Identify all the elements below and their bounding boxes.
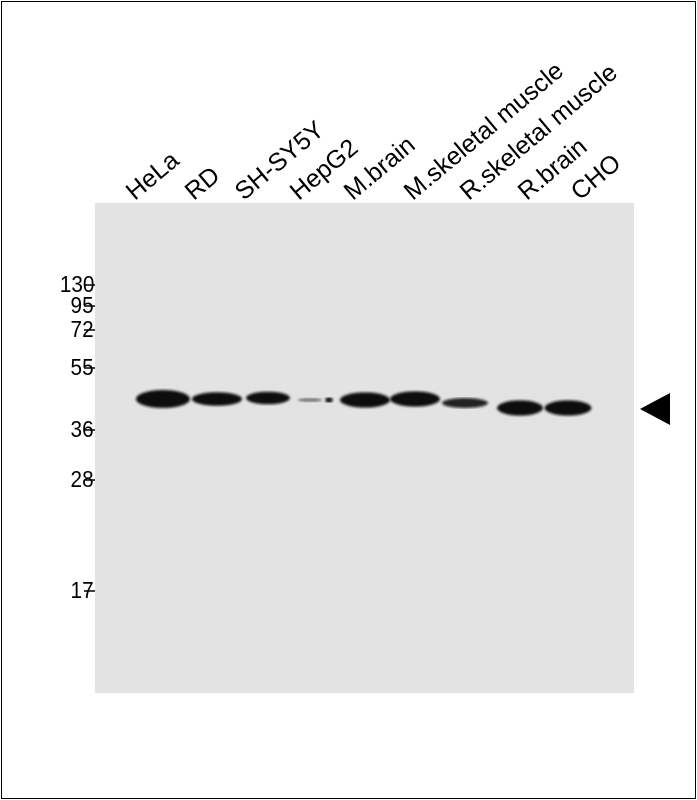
mw-marker-label: 55: [70, 354, 94, 380]
arrow-icon: [640, 393, 670, 425]
band: [340, 392, 390, 408]
band: [442, 398, 488, 408]
mw-marker-label: 36: [70, 416, 94, 442]
band: [325, 397, 333, 403]
blot-membrane: [95, 203, 634, 693]
mw-marker-label: 95: [70, 292, 94, 318]
band: [298, 398, 322, 402]
mw-marker-label: 28: [70, 466, 94, 492]
band: [246, 391, 290, 405]
band: [544, 400, 592, 416]
mw-marker-label: 130: [59, 271, 94, 297]
band: [192, 392, 242, 406]
mw-marker-label: 17: [70, 577, 94, 603]
band: [136, 390, 190, 408]
mw-marker-label: 72: [70, 316, 94, 342]
band: [497, 400, 543, 416]
band: [390, 391, 440, 407]
